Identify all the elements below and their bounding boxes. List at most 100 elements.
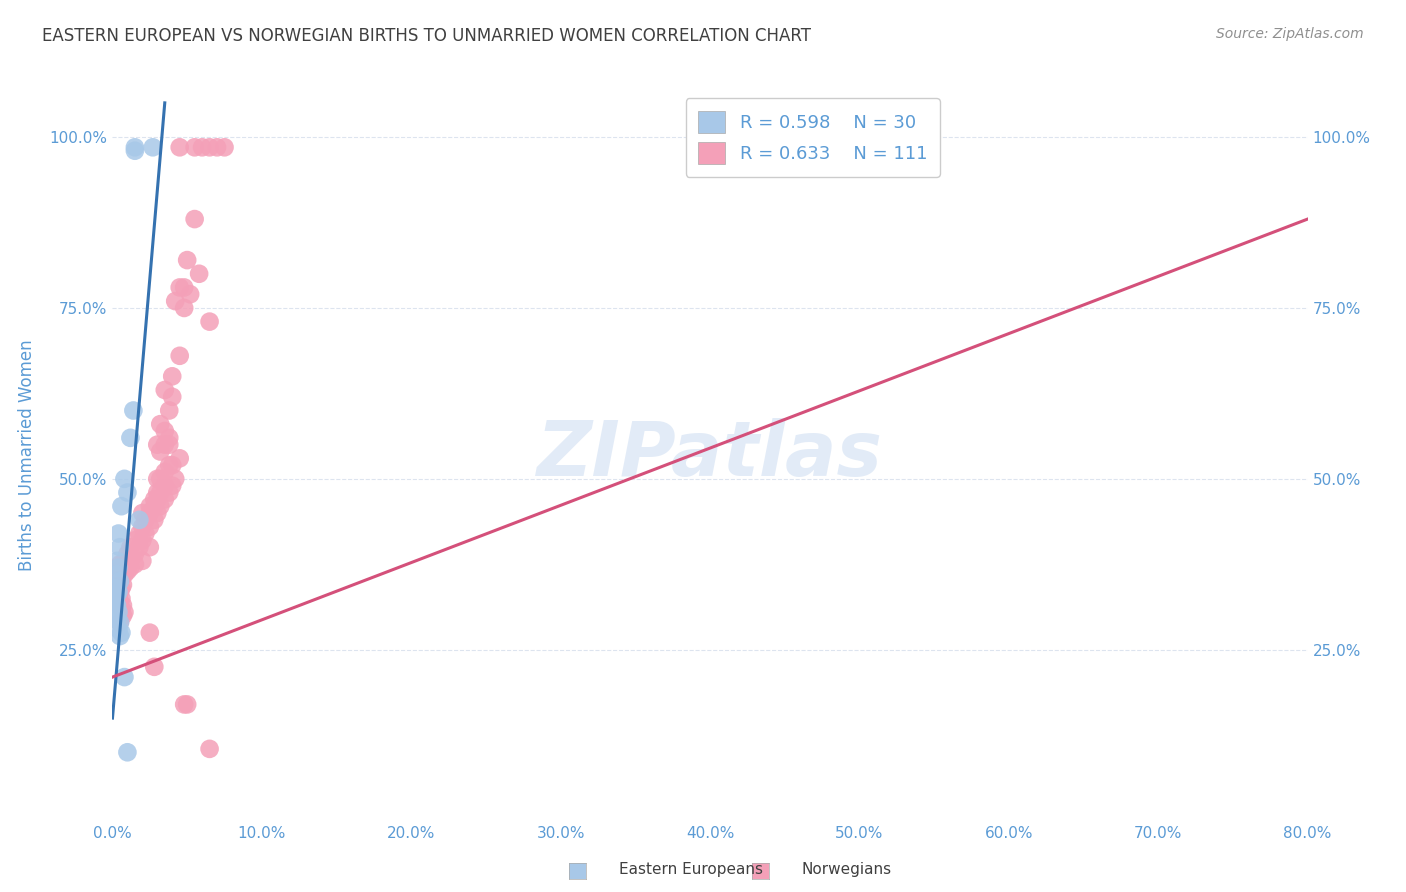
- Point: [107, 560, 129, 574]
- Point: [131, 554, 153, 568]
- Point: [110, 625, 132, 640]
- Point: [114, 605, 135, 619]
- Point: [107, 622, 129, 636]
- Point: [183, 212, 205, 227]
- Point: [188, 267, 211, 281]
- Point: [149, 417, 172, 432]
- Point: [139, 499, 162, 513]
- Point: [110, 601, 132, 615]
- Point: [108, 558, 131, 572]
- Point: [108, 574, 131, 589]
- Point: [139, 625, 162, 640]
- Point: [176, 698, 198, 712]
- Point: [124, 533, 146, 548]
- Point: [143, 492, 166, 507]
- Point: [139, 540, 162, 554]
- Point: [114, 554, 135, 568]
- Point: [103, 601, 125, 615]
- Point: [107, 588, 129, 602]
- Point: [128, 513, 150, 527]
- Point: [110, 581, 132, 595]
- Point: [111, 608, 134, 623]
- Point: [114, 472, 135, 486]
- Point: [153, 383, 176, 397]
- Point: [198, 140, 221, 154]
- Point: [124, 140, 146, 154]
- Point: [117, 485, 139, 500]
- Text: EASTERN EUROPEAN VS NORWEGIAN BIRTHS TO UNMARRIED WOMEN CORRELATION CHART: EASTERN EUROPEAN VS NORWEGIAN BIRTHS TO …: [42, 27, 811, 45]
- Point: [169, 280, 191, 294]
- Point: [176, 253, 198, 268]
- Point: [134, 526, 156, 541]
- Point: [105, 612, 128, 626]
- Point: [198, 742, 221, 756]
- Point: [157, 458, 180, 472]
- Point: [146, 485, 169, 500]
- Point: [173, 301, 195, 315]
- Point: [108, 584, 131, 599]
- Point: [124, 144, 146, 158]
- Point: [124, 547, 146, 561]
- Point: [105, 599, 128, 613]
- Point: [169, 349, 191, 363]
- Point: [108, 595, 131, 609]
- Point: [153, 465, 176, 479]
- Point: [128, 526, 150, 541]
- Point: [117, 558, 139, 572]
- Point: [143, 499, 166, 513]
- Point: [165, 472, 187, 486]
- Y-axis label: Births to Unmarried Women: Births to Unmarried Women: [18, 339, 35, 571]
- Point: [117, 564, 139, 578]
- Point: [142, 140, 165, 154]
- Point: [108, 629, 131, 643]
- Point: [157, 431, 180, 445]
- Point: [146, 472, 169, 486]
- Point: [107, 526, 129, 541]
- Point: [169, 451, 191, 466]
- Point: [143, 660, 166, 674]
- Point: [169, 140, 191, 154]
- Point: [105, 581, 128, 595]
- Point: [107, 584, 129, 599]
- Point: [114, 567, 135, 582]
- Point: [105, 571, 128, 585]
- Point: [105, 564, 128, 578]
- Point: [153, 424, 176, 438]
- Point: [110, 564, 132, 578]
- Point: [114, 560, 135, 574]
- Point: [107, 560, 129, 574]
- Point: [143, 513, 166, 527]
- Legend: R = 0.598    N = 30, R = 0.633    N = 111: R = 0.598 N = 30, R = 0.633 N = 111: [686, 98, 941, 177]
- Point: [105, 567, 128, 582]
- Point: [111, 578, 134, 592]
- Point: [131, 519, 153, 533]
- Point: [131, 506, 153, 520]
- Point: [191, 140, 214, 154]
- Point: [149, 444, 172, 458]
- Point: [179, 287, 201, 301]
- Point: [107, 605, 129, 619]
- Point: [214, 140, 236, 154]
- Point: [146, 438, 169, 452]
- Point: [162, 478, 183, 492]
- Point: [149, 472, 172, 486]
- Point: [162, 458, 183, 472]
- Point: [108, 540, 131, 554]
- Point: [183, 140, 205, 154]
- Text: ZIPatlas: ZIPatlas: [537, 418, 883, 491]
- Point: [153, 478, 176, 492]
- Point: [153, 492, 176, 507]
- Point: [104, 595, 127, 609]
- Point: [108, 574, 131, 589]
- Text: Eastern Europeans: Eastern Europeans: [619, 863, 762, 877]
- Point: [128, 540, 150, 554]
- Point: [108, 567, 131, 582]
- Point: [157, 485, 180, 500]
- Point: [104, 608, 127, 623]
- Text: Source: ZipAtlas.com: Source: ZipAtlas.com: [1216, 27, 1364, 41]
- Point: [107, 578, 129, 592]
- Point: [149, 499, 172, 513]
- Point: [146, 492, 169, 507]
- Point: [162, 390, 183, 404]
- Point: [110, 499, 132, 513]
